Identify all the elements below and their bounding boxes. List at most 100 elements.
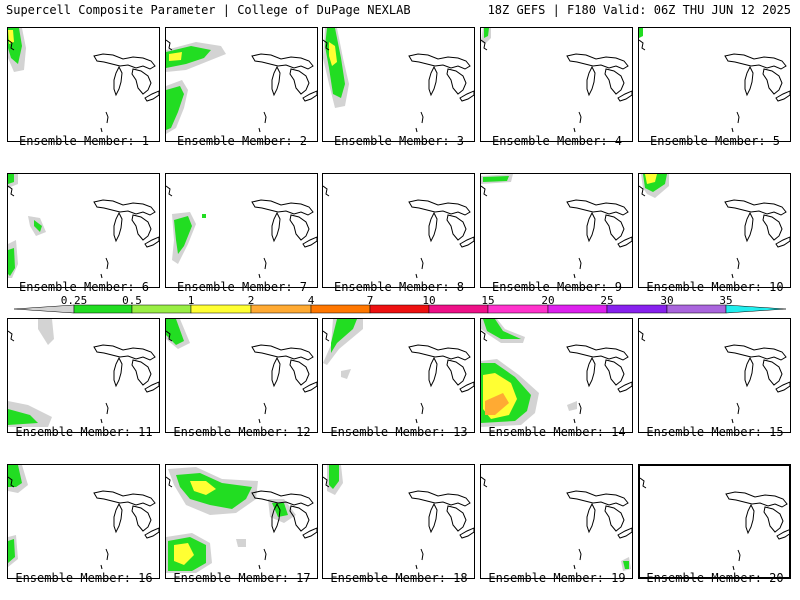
lake-outline (586, 65, 596, 97)
map-canvas (323, 28, 474, 133)
lake-outline (566, 199, 629, 216)
lake-outline (428, 502, 438, 534)
ensemble-member-map (7, 464, 160, 579)
lake-outline (113, 356, 123, 388)
lake-outline (289, 214, 310, 241)
lake-outline (617, 527, 632, 539)
lake-outline (251, 490, 314, 507)
ensemble-member-map (638, 318, 791, 433)
lake-outline (446, 214, 467, 241)
map-canvas (323, 465, 474, 570)
coast-line (732, 565, 735, 571)
map-canvas (166, 319, 317, 424)
coast-line (415, 564, 418, 570)
ensemble-member-map (480, 27, 633, 142)
scale-swatch (666, 304, 727, 314)
member-label: Ensemble Member: 15 (646, 425, 784, 439)
lake-outline (762, 359, 783, 386)
scp-contour-fill (8, 539, 15, 563)
lake-outline (566, 490, 629, 507)
coast-line (640, 477, 647, 489)
lake-outline (446, 68, 467, 95)
coast-line (100, 418, 103, 424)
lake-outline (763, 506, 784, 533)
map-canvas (166, 467, 317, 573)
lake-outline (428, 65, 438, 97)
lake-outline (776, 529, 789, 540)
member-label: Ensemble Member: 10 (646, 280, 784, 294)
coast-line (639, 39, 646, 51)
lake-outline (302, 381, 317, 393)
scp-contour-fill (8, 248, 15, 276)
lake-outline (131, 214, 152, 241)
coast-line (481, 185, 488, 197)
scale-tick-label: 30 (660, 294, 674, 307)
lake-outline (271, 502, 281, 534)
lake-outline (289, 505, 310, 532)
coast-line (263, 548, 267, 561)
map-canvas (640, 477, 789, 571)
lake-outline (289, 68, 310, 95)
lake-outline (724, 344, 787, 361)
member-label: Ensemble Member: 13 (330, 425, 468, 439)
member-label: Ensemble Member: 14 (488, 425, 626, 439)
scale-swatch (606, 304, 668, 314)
coast-line (420, 548, 424, 561)
coast-line (105, 402, 109, 415)
ensemble-member-map (7, 27, 160, 142)
map-canvas (639, 174, 790, 279)
coast-line (105, 257, 109, 270)
map-canvas (323, 319, 474, 424)
lake-outline (744, 65, 754, 97)
coast-line (736, 402, 740, 415)
coast-line (258, 273, 261, 279)
lake-outline (113, 211, 123, 243)
map-canvas (8, 174, 159, 279)
scp-contour-fill (484, 28, 489, 38)
coast-line (323, 476, 330, 488)
coast-line (166, 39, 173, 51)
map-canvas (481, 476, 632, 571)
lake-outline (93, 344, 156, 361)
map-canvas (8, 28, 159, 133)
scp-contour-fill (174, 216, 192, 254)
coast-line (105, 111, 109, 124)
lake-outline (762, 214, 783, 241)
scp-contour-fill (236, 539, 246, 547)
lake-outline (251, 53, 314, 70)
lake-outline (566, 344, 629, 361)
member-label: Ensemble Member: 1 (18, 134, 150, 148)
lake-outline (144, 90, 159, 102)
lake-outline (408, 344, 471, 361)
lake-outline (459, 90, 474, 102)
coast-line (639, 330, 646, 342)
scp-contour-fill (329, 465, 339, 489)
member-label: Ensemble Member: 4 (491, 134, 623, 148)
scale-swatch (428, 304, 489, 314)
scale-tick-label: 0.5 (122, 294, 142, 307)
lake-outline (617, 90, 632, 102)
ensemble-member-map (165, 318, 318, 433)
ensemble-member-map (165, 173, 318, 288)
scp-contour-fill (190, 481, 216, 495)
scp-contour-fill (483, 176, 509, 182)
coast-line (481, 39, 488, 51)
map-canvas (166, 39, 317, 134)
scp-contour-fill (8, 409, 38, 425)
member-label: Ensemble Member: 11 (15, 425, 153, 439)
lake-outline (617, 381, 632, 393)
ensemble-member-map (638, 173, 791, 288)
map-canvas (8, 319, 159, 427)
lake-outline (586, 356, 596, 388)
lake-outline (144, 381, 159, 393)
coast-line (578, 402, 582, 415)
lake-outline (144, 236, 159, 248)
coast-line (166, 476, 173, 488)
lake-outline (566, 53, 629, 70)
lake-outline (724, 53, 787, 70)
lake-outline (744, 211, 754, 243)
scp-contour-fill (331, 319, 357, 353)
lake-outline (302, 90, 317, 102)
scale-tick-label: 1 (187, 294, 195, 307)
scp-contour-fill (38, 319, 54, 345)
